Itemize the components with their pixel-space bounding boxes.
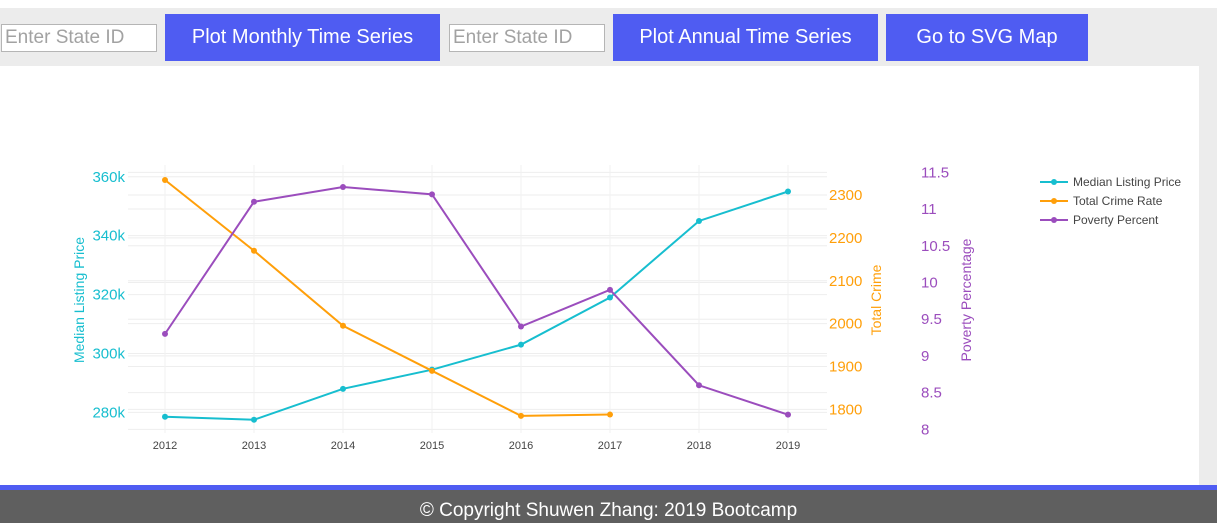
- y3-axis-title: Poverty Percentage: [958, 238, 974, 361]
- y2-axis-ticks: 1800 1900 2000 2100 2200 2300: [829, 187, 862, 418]
- series-point: [340, 184, 346, 191]
- legend-label[interactable]: Poverty Percent: [1073, 213, 1159, 227]
- x-tick-label: 2017: [598, 440, 622, 452]
- legend-marker: [1051, 179, 1057, 185]
- series-point: [607, 294, 613, 301]
- y3-tick-label: 10: [921, 274, 938, 291]
- series-point: [696, 382, 702, 389]
- x-tick-label: 2012: [153, 440, 177, 452]
- y2-tick-label: 2300: [829, 187, 862, 204]
- y3-tick-label: 11.5: [921, 164, 949, 181]
- annual-state-id-input[interactable]: [449, 24, 605, 52]
- series-line: [164, 186, 789, 416]
- y-tick-label: 300k: [92, 345, 125, 362]
- series-point: [162, 330, 168, 337]
- right-gutter: [1199, 66, 1217, 485]
- series-point: [607, 286, 613, 293]
- series-point: [696, 217, 702, 224]
- svg-map-button[interactable]: Go to SVG Map: [886, 14, 1088, 61]
- series-point: [162, 177, 168, 184]
- series-point: [340, 385, 346, 392]
- x-tick-label: 2019: [776, 440, 800, 452]
- x-tick-label: 2014: [331, 440, 355, 452]
- y-tick-label: 340k: [92, 228, 125, 245]
- plot-annual-button[interactable]: Plot Annual Time Series: [613, 14, 878, 61]
- y3-tick-label: 9: [921, 348, 929, 365]
- y2-tick-label: 2100: [829, 273, 862, 290]
- time-series-chart: 2012 2013 2014 2015 2016 2017 2018 2019 280k 300…: [71, 164, 1181, 452]
- toolbar-top-strip: [0, 0, 1217, 8]
- series-point: [518, 323, 524, 330]
- series-point: [518, 341, 524, 348]
- y2-tick-label: 2000: [829, 316, 862, 333]
- series-point: [162, 413, 168, 420]
- series-point: [251, 416, 257, 423]
- y2-axis-title: Total Crime: [868, 264, 884, 335]
- y-tick-label: 280k: [92, 404, 125, 421]
- y2-tick-label: 2200: [829, 230, 862, 247]
- x-tick-label: 2016: [509, 440, 533, 452]
- series-point: [251, 198, 257, 205]
- series-point: [429, 367, 435, 374]
- x-axis-ticks: 2012 2013 2014 2015 2016 2017 2018 2019: [153, 440, 800, 452]
- chart-legend[interactable]: Median Listing Price Total Crime Rate Pove…: [1040, 175, 1181, 227]
- footer-accent-bar: [0, 485, 1217, 490]
- series-point: [785, 411, 791, 418]
- legend-label[interactable]: Total Crime Rate: [1073, 194, 1163, 208]
- chart-series: [162, 177, 791, 423]
- y3-axis-ticks: 8 8.5 9 9.5 10 10.5 11 11.5: [921, 164, 950, 438]
- series-point: [251, 247, 257, 254]
- y2-tick-label: 1900: [829, 359, 862, 376]
- monthly-state-id-input[interactable]: [1, 24, 157, 52]
- series-point: [785, 188, 791, 195]
- series-point: [429, 191, 435, 198]
- legend-label[interactable]: Median Listing Price: [1073, 175, 1181, 189]
- y3-tick-label: 8: [921, 421, 929, 438]
- y-axis-ticks: 280k 300k 320k 340k 360k: [92, 169, 125, 422]
- legend-marker: [1051, 217, 1057, 223]
- x-tick-label: 2013: [242, 440, 266, 452]
- y2-tick-label: 1800: [829, 401, 862, 418]
- y3-tick-label: 9.5: [921, 311, 942, 328]
- footer: © Copyright Shuwen Zhang: 2019 Bootcamp: [0, 485, 1217, 523]
- legend-marker: [1051, 198, 1057, 204]
- y3-tick-label: 8.5: [921, 385, 942, 402]
- y-tick-label: 320k: [92, 287, 125, 304]
- y3-tick-label: 10.5: [921, 238, 950, 255]
- series-point: [340, 322, 346, 329]
- y-tick-label: 360k: [92, 169, 125, 186]
- x-tick-label: 2018: [687, 440, 711, 452]
- series-line: [164, 190, 789, 421]
- series-point: [518, 412, 524, 419]
- y3-tick-label: 11: [921, 201, 937, 218]
- plot-area: 2012 2013 2014 2015 2016 2017 2018 2019 280k 300…: [0, 66, 1199, 485]
- series-point: [607, 411, 613, 418]
- y-axis-title: Median Listing Price: [71, 237, 87, 363]
- series-line: [164, 179, 611, 417]
- plot-monthly-button[interactable]: Plot Monthly Time Series: [165, 14, 440, 61]
- x-tick-label: 2015: [420, 440, 444, 452]
- toolbar: Plot Monthly Time Series Plot Annual Tim…: [0, 0, 1217, 66]
- footer-copyright: © Copyright Shuwen Zhang: 2019 Bootcamp: [419, 500, 798, 521]
